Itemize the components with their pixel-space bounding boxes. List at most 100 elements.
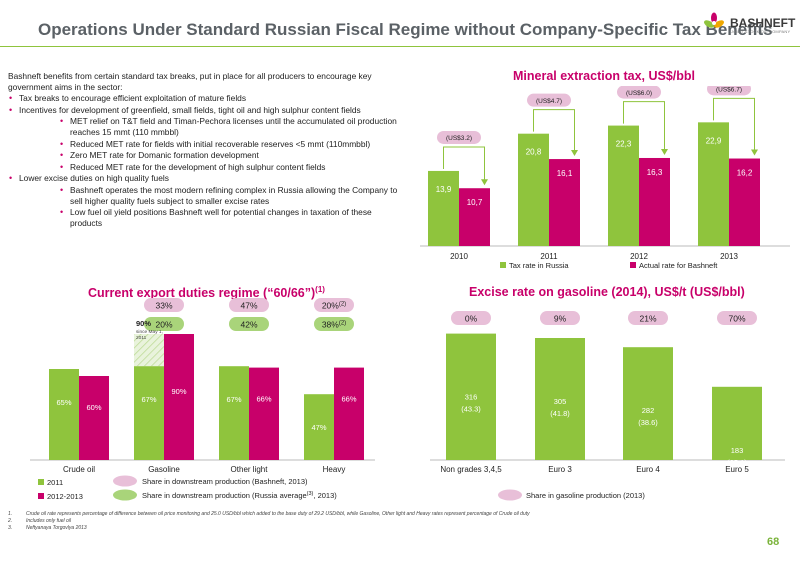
- sub-bullets: • MET relief on T&T field and Timan-Pecho…: [59, 116, 400, 172]
- bullet-item: • Lower excise duties on high quality fue…: [8, 173, 400, 228]
- legend-label: Share in downstream production (Bashneft…: [142, 477, 308, 486]
- difference-pill: [527, 93, 571, 107]
- data-label: 282: [642, 406, 655, 415]
- sub-bullet-item: • Reduced MET rate for fields with initia…: [60, 138, 371, 149]
- legend-swatch: [500, 262, 506, 268]
- legend-label: Share in downstream production (Russia a…: [142, 491, 337, 500]
- x-tick-label: Crude oil: [63, 465, 95, 474]
- x-tick-label: 2010: [450, 252, 468, 261]
- bar-tax-rate-russia: [608, 125, 639, 246]
- sub-bullet-item: • Zero MET rate for Domanic formation dev…: [60, 150, 259, 161]
- data-label: 65%: [56, 398, 71, 407]
- bar-2011: [219, 366, 249, 460]
- bullet-item: • Tax breaks to encourage efficient explo…: [9, 93, 247, 104]
- legend-swatch: [38, 479, 44, 485]
- data-label: 316: [465, 393, 478, 402]
- export-chart-title: Current export duties regime (“60/66”)(1…: [88, 285, 325, 301]
- bullet-item: • Incentives for development of greenfiel…: [8, 105, 400, 173]
- footnotes: 1. Crude oil rate represents percentage o…: [8, 511, 708, 532]
- flower-icon: [704, 12, 724, 28]
- data-label-bbl: (38.6): [638, 418, 658, 427]
- logo-subtext: JOINT STOCK OIL COMPANY: [731, 29, 791, 34]
- arrow-icon: [661, 148, 668, 155]
- gasoline-share-pill: [717, 311, 757, 325]
- bar-actual-rate-bashneft: [639, 157, 670, 246]
- bar-actual-rate-bashneft: [459, 188, 490, 246]
- x-tick-label: 2013: [720, 252, 738, 261]
- x-tick-label: 2011: [540, 252, 558, 261]
- x-tick-label: Other light: [231, 465, 269, 474]
- data-label: 66%: [341, 395, 356, 404]
- difference-label: (US$6.0): [626, 90, 652, 97]
- data-label: 66%: [256, 395, 271, 404]
- page-number: 68: [767, 536, 780, 548]
- bar-excise-rate: [712, 386, 762, 460]
- data-label: 305: [554, 397, 567, 406]
- russia-share-label: 38%(2): [322, 320, 346, 330]
- x-tick-label: Euro 3: [548, 465, 572, 474]
- data-label: 22,9: [706, 136, 722, 145]
- bar-tax-rate-russia: [428, 170, 459, 246]
- legend-bashneft-pill: [113, 475, 137, 487]
- legend-russia-pill: [113, 489, 137, 501]
- gasoline-extra-label: 90%: [136, 319, 151, 328]
- gasoline-hatched-bar: [134, 334, 164, 367]
- sub-bullet-item: • Reduced MET rate for the development of…: [60, 161, 326, 172]
- gasoline-share-label: 70%: [728, 314, 745, 324]
- legend-share-pill: [498, 489, 522, 501]
- bar-2012-2013: [79, 376, 109, 460]
- arrow-icon: [481, 179, 488, 186]
- data-label: 16,3: [647, 168, 663, 177]
- sub-bullet-item: • MET relief on T&T field and Timan-Pecho…: [60, 116, 397, 137]
- bashneft-logo: [704, 12, 724, 28]
- bar-excise-rate: [535, 338, 585, 460]
- met-chart-title: Mineral extraction tax, US$/bbl: [513, 69, 695, 83]
- difference-bracket: [443, 146, 485, 183]
- data-label: 16,1: [557, 169, 573, 178]
- x-tick-label: Euro 4: [636, 465, 660, 474]
- bar-2011: [304, 394, 334, 460]
- arrow-icon: [751, 149, 758, 156]
- data-label-bbl: (41.8): [550, 409, 570, 418]
- data-label: 47%: [311, 423, 326, 432]
- difference-bracket: [533, 109, 575, 154]
- gasoline-share-label: 0%: [465, 314, 478, 324]
- x-tick-label: 2012: [630, 252, 648, 261]
- data-label: 90%: [171, 387, 186, 396]
- gasoline-extra-note: since May 1,: [136, 329, 163, 335]
- footnote: 3. Neftyanaya Torgovlya 2013: [8, 525, 87, 531]
- legend-label: Actual rate for Bashneft: [639, 261, 718, 270]
- data-label-bbl: (43.3): [461, 405, 481, 414]
- gasoline-share-pill: [451, 311, 491, 325]
- logo-text: BASHNEFT: [730, 16, 796, 30]
- gasoline-share-label: 21%: [639, 314, 656, 324]
- x-tick-label: Euro 5: [725, 465, 749, 474]
- excise-chart: 0% 316 (43.3) Non grades 3,4,5 9% 305 (41.8) Eu…: [430, 311, 785, 501]
- bar-2012-2013: [164, 334, 194, 460]
- footnote: 2. Includes only fuel oil: [8, 518, 72, 524]
- page-title: Operations Under Standard Russian Fiscal…: [38, 20, 773, 39]
- legend-label: 2012-2013: [47, 492, 83, 501]
- difference-label: (US$6.7): [716, 87, 742, 94]
- header-rule: [0, 46, 800, 47]
- intro-lead: Bashneft benefits from certain standard …: [8, 71, 372, 92]
- data-label: 16,2: [737, 169, 753, 178]
- bashneft-share-label: 20%(2): [322, 301, 346, 311]
- legend-label: Share in gasoline production (2013): [526, 491, 645, 500]
- bashneft-share-pill: [229, 298, 269, 312]
- bar-actual-rate-bashneft: [729, 158, 760, 246]
- bar-2012-2013: [334, 367, 364, 460]
- sub-bullet-item: • Low fuel oil yield positions Bashneft w…: [60, 207, 372, 228]
- legend-label: Tax rate in Russia: [509, 261, 569, 270]
- russia-share-label: 20%: [155, 320, 172, 330]
- gasoline-extra-note: 2011: [136, 335, 147, 341]
- header: Operations Under Standard Russian Fiscal…: [0, 0, 800, 46]
- data-label: 13,9: [436, 185, 452, 194]
- bar-excise-rate: [446, 333, 496, 460]
- legend-swatch: [38, 493, 44, 499]
- russia-share-pill: [314, 317, 354, 331]
- bar-excise-rate: [623, 347, 673, 460]
- arrow-icon: [571, 150, 578, 157]
- difference-pill: [617, 86, 661, 99]
- bar-actual-rate-bashneft: [549, 159, 580, 246]
